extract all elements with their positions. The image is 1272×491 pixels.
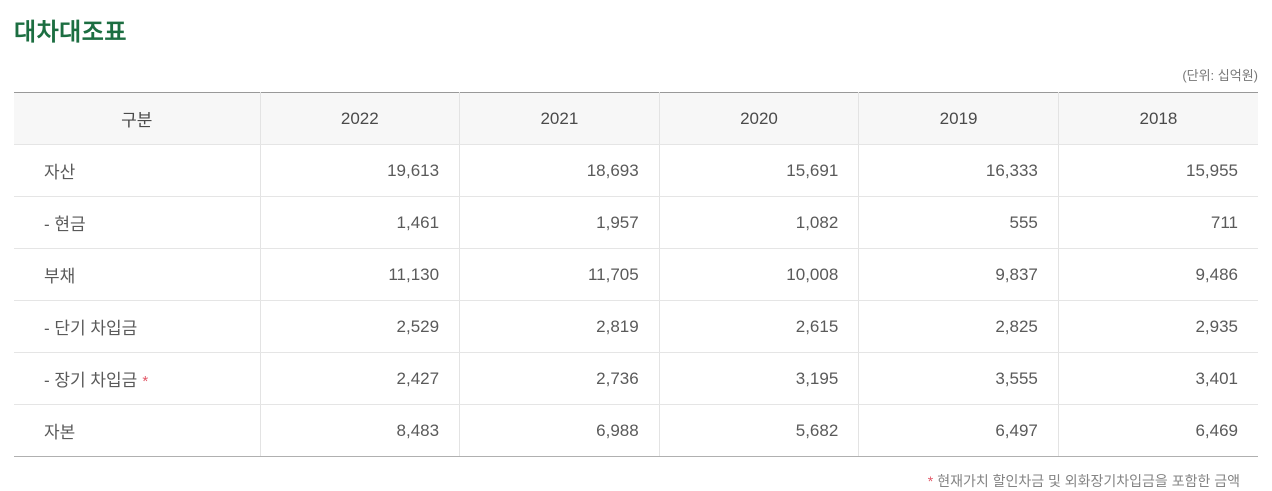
table-cell-value: 11,705 xyxy=(459,248,660,301)
table-row: - 단기 차입금 2,529 2,819 2,615 2,825 2,935 xyxy=(14,300,1258,353)
table-header: 구분 2022 2021 2020 2019 2018 xyxy=(14,92,1258,145)
table-row: - 현금 1,461 1,957 1,082 555 711 xyxy=(14,196,1258,249)
table-cell-value: 16,333 xyxy=(858,144,1059,197)
table-cell-value: 2,935 xyxy=(1057,300,1258,353)
table-row: 부채 11,130 11,705 10,008 9,837 9,486 xyxy=(14,248,1258,301)
table-cell-value: 3,401 xyxy=(1057,352,1258,405)
table-cell-value: 1,461 xyxy=(259,196,460,249)
page-title: 대차대조표 xyxy=(14,19,127,46)
table-cell-value: 9,486 xyxy=(1057,248,1258,301)
row-label: - 현금 xyxy=(14,196,260,249)
table-cell-value: 1,957 xyxy=(459,196,660,249)
table-row: 자본 8,483 6,988 5,682 6,497 6,469 xyxy=(14,404,1258,457)
balance-sheet-table: 구분 2022 2021 2020 2019 2018 자산 19,613 18,693 15,… xyxy=(14,92,1258,457)
row-asterisk-marker: * xyxy=(142,373,149,390)
table-cell-value: 1,082 xyxy=(658,196,859,249)
table-row: - 장기 차입금 * 2,427 2,736 3,195 3,555 3,401 xyxy=(14,352,1258,405)
table-cell-value: 3,555 xyxy=(858,352,1059,405)
table-cell-value: 555 xyxy=(858,196,1059,249)
table-cell-value: 6,988 xyxy=(459,404,660,457)
column-header-year: 2019 xyxy=(858,92,1059,145)
table-cell-value: 3,195 xyxy=(658,352,859,405)
table-cell-value: 2,825 xyxy=(858,300,1059,353)
table-cell-value: 11,130 xyxy=(259,248,460,301)
table-cell-value: 2,529 xyxy=(259,300,460,353)
table-cell-value: 9,837 xyxy=(858,248,1059,301)
row-label: 자산 xyxy=(14,144,260,197)
table-cell-value: 15,691 xyxy=(658,144,859,197)
table-row: 자산 19,613 18,693 15,691 16,333 15,955 xyxy=(14,144,1258,197)
table-cell-value: 6,469 xyxy=(1057,404,1258,457)
table-header-row: 구분 2022 2021 2020 2019 2018 xyxy=(14,92,1258,145)
table-cell-value: 2,427 xyxy=(259,352,460,405)
table-cell-value: 15,955 xyxy=(1057,144,1258,197)
table-cell-value: 2,736 xyxy=(459,352,660,405)
column-header-year: 2020 xyxy=(658,92,859,145)
balance-sheet-section: 대차대조표 (단위: 십억원) 구분 2022 2021 2020 2019 2018 자… xyxy=(14,19,1258,489)
table-cell-value: 10,008 xyxy=(658,248,859,301)
row-label: - 단기 차입금 xyxy=(14,300,260,353)
footnote-asterisk-marker: * xyxy=(927,473,934,489)
row-label: - 장기 차입금 * xyxy=(14,352,260,405)
column-header-label: 구분 xyxy=(14,92,260,145)
table-cell-value: 2,819 xyxy=(459,300,660,353)
column-header-year: 2021 xyxy=(459,92,660,145)
table-cell-value: 19,613 xyxy=(259,144,460,197)
table-cell-value: 5,682 xyxy=(658,404,859,457)
table-cell-value: 8,483 xyxy=(259,404,460,457)
table-cell-value: 6,497 xyxy=(858,404,1059,457)
footnote: * 현재가치 할인차금 및 외화장기차입금을 포함한 금액 xyxy=(14,471,1258,491)
footnote-text: 현재가치 할인차금 및 외화장기차입금을 포함한 금액 xyxy=(937,473,1240,489)
table-cell-value: 2,615 xyxy=(658,300,859,353)
unit-label: (단위: 십억원) xyxy=(1182,68,1258,83)
table-cell-value: 18,693 xyxy=(459,144,660,197)
row-label: 부채 xyxy=(14,248,260,301)
table-body: 자산 19,613 18,693 15,691 16,333 15,955- 현금 1,46… xyxy=(14,144,1258,457)
row-label: 자본 xyxy=(14,404,260,457)
column-header-year: 2022 xyxy=(259,92,460,145)
table-cell-value: 711 xyxy=(1057,196,1258,249)
column-header-year: 2018 xyxy=(1057,92,1258,145)
